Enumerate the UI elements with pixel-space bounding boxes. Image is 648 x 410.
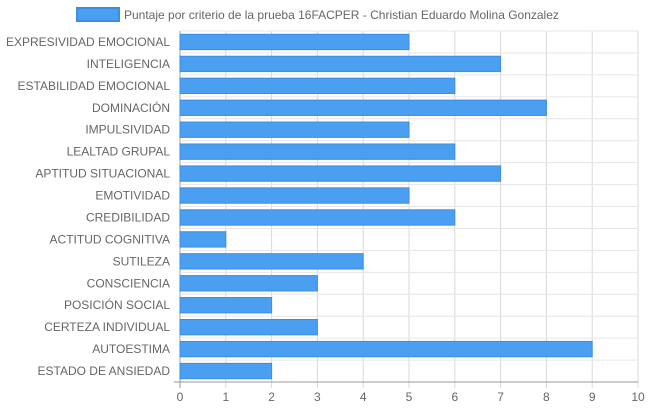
bar[interactable]: [179, 275, 318, 292]
category-label: CONSCIENCIA: [87, 276, 170, 290]
bar[interactable]: [179, 99, 547, 116]
x-tick-label: 5: [406, 390, 413, 404]
x-tick-label: 10: [631, 390, 645, 404]
bar[interactable]: [179, 318, 318, 336]
category-label: CERTEZA INDIVIDUAL: [44, 320, 170, 334]
category-labels: EXPRESIVIDAD EMOCIONAL INTELIGENCIA ESTABI…: [6, 35, 170, 378]
x-tick-label: 4: [360, 390, 367, 404]
x-axis-ticks: 0 1 2 3 4 5 6 7 8 9 10: [177, 390, 645, 404]
legend-label[interactable]: Puntaje por criterio de la prueba 16FACP…: [124, 8, 559, 22]
x-tick-label: 0: [177, 390, 184, 404]
category-label: SUTILEZA: [113, 254, 170, 268]
bar[interactable]: [179, 362, 273, 380]
category-label: IMPULSIVIDAD: [85, 123, 170, 137]
bars: [179, 33, 593, 380]
legend-swatch[interactable]: [76, 7, 120, 22]
bar[interactable]: [179, 209, 456, 226]
bar[interactable]: [179, 187, 410, 204]
bar[interactable]: [179, 165, 502, 182]
x-tick-label: 8: [543, 390, 550, 404]
x-tick-label: 7: [497, 390, 504, 404]
legend[interactable]: Puntaje por criterio de la prueba 16FACP…: [76, 7, 559, 22]
bar[interactable]: [179, 253, 364, 270]
bar[interactable]: [179, 121, 410, 138]
bar[interactable]: [179, 143, 456, 160]
x-tick-label: 9: [589, 390, 596, 404]
category-label: INTELIGENCIA: [87, 57, 170, 71]
category-label: LEALTAD GRUPAL: [67, 145, 171, 159]
category-label: ESTADO DE ANSIEDAD: [38, 364, 171, 378]
x-tick-label: 1: [222, 390, 229, 404]
bar[interactable]: [179, 297, 273, 314]
bar[interactable]: [179, 77, 456, 95]
category-label: ESTABILIDAD EMOCIONAL: [18, 79, 171, 93]
category-label: AUTOESTIMA: [92, 342, 170, 356]
bar[interactable]: [179, 231, 227, 248]
category-label: CREDIBILIDAD: [86, 210, 170, 224]
category-label: EXPRESIVIDAD EMOCIONAL: [6, 35, 170, 49]
x-tick-label: 3: [314, 390, 321, 404]
bar[interactable]: [179, 33, 410, 51]
category-label: APTITUD SITUACIONAL: [35, 167, 170, 181]
category-label: ACTITUD COGNITIVA: [50, 232, 170, 246]
category-label: DOMINACIÓN: [92, 100, 170, 115]
x-tick-label: 6: [451, 390, 458, 404]
category-label: EMOTIVIDAD: [95, 189, 170, 203]
category-label: POSICIÓN SOCIAL: [64, 297, 170, 312]
bar[interactable]: [179, 55, 502, 73]
bar[interactable]: [179, 340, 593, 358]
x-tick-label: 2: [268, 390, 275, 404]
